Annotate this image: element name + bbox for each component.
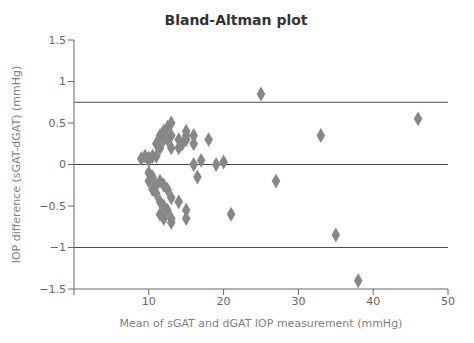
svg-text:−1.5: −1.5 (39, 283, 66, 296)
svg-text:−0.5: −0.5 (39, 200, 66, 213)
svg-text:−1: −1 (50, 241, 66, 254)
svg-text:20: 20 (217, 295, 231, 308)
svg-text:1.5: 1.5 (49, 34, 67, 47)
svg-text:40: 40 (366, 295, 380, 308)
svg-text:1: 1 (59, 75, 66, 88)
svg-text:IOP difference (sGAT-dGAT) (mm: IOP difference (sGAT-dGAT) (mmHg) (10, 66, 23, 264)
html-text:Bland-Altman plot: Bland-Altman plot (164, 12, 308, 28)
svg-text:30: 30 (291, 295, 305, 308)
svg-text:0: 0 (59, 158, 66, 171)
svg-text:Mean of sGAT and dGAT IOP meas: Mean of sGAT and dGAT IOP measurement (m… (120, 317, 403, 330)
svg-text:0.5: 0.5 (49, 117, 67, 130)
svg-text:50: 50 (441, 295, 455, 308)
svg-text:10: 10 (142, 295, 156, 308)
